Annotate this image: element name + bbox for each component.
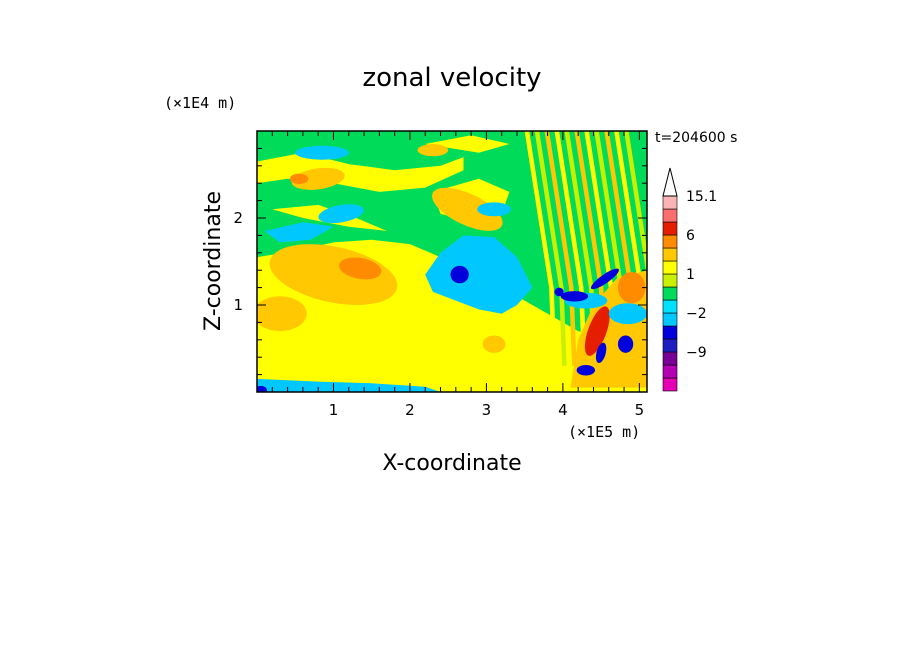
field-contour: [291, 167, 345, 190]
field-contour: [524, 131, 557, 366]
y-tick-label: 1: [233, 296, 243, 314]
field-contour: [257, 152, 464, 192]
field-contour: [417, 144, 449, 157]
field-contour: [450, 265, 469, 284]
x-axis-label: X-coordinate: [382, 451, 521, 476]
field-contour: [477, 202, 511, 217]
field-contour: [560, 291, 589, 302]
field-contour: [425, 135, 510, 153]
colorbar: 15.1 6 1 −2 −9: [662, 167, 717, 392]
field-contour: [534, 131, 567, 366]
colorbar-swatch: [662, 338, 678, 353]
colorbar-tick-label: −9: [686, 345, 707, 361]
x-scale-label: (×1E5 m): [568, 423, 640, 441]
x-tick-label: 4: [558, 401, 568, 419]
colorbar-swatch: [662, 286, 678, 301]
colorbar-tick-label: 15.1: [686, 189, 717, 205]
field-contour: [257, 296, 307, 332]
velocity-field: [257, 131, 647, 392]
colorbar-swatch: [662, 221, 678, 236]
colorbar-swatch: [662, 312, 678, 327]
x-tick-label: 1: [329, 401, 339, 419]
y-axis: 12: [233, 147, 647, 376]
colorbar-swatch: [662, 377, 678, 392]
field-contour: [318, 204, 364, 224]
colorbar-swatch: [662, 260, 678, 275]
field-contour: [482, 335, 506, 353]
colorbar-extend-arrow: [662, 167, 678, 197]
field-contour: [617, 271, 646, 304]
field-contour: [595, 342, 607, 364]
field-contour: [257, 385, 267, 392]
colorbar-swatch: [662, 299, 678, 314]
field-contour: [554, 287, 564, 297]
field-contour: [432, 187, 503, 231]
x-tick-label: 2: [405, 401, 415, 419]
y-axis-label: Z-coordinate: [201, 191, 226, 331]
field-contour: [608, 303, 647, 325]
colorbar-swatch: [662, 351, 678, 366]
field-contour: [425, 235, 533, 314]
field-contour: [339, 257, 382, 280]
x-axis: 1 2 3 4 5: [271, 131, 645, 419]
field-contour: [624, 131, 647, 278]
field-contour: [590, 268, 619, 290]
colorbar-swatch: [662, 247, 678, 262]
colorbar-swatch: [662, 325, 678, 340]
colorbar-tick-label: −2: [686, 306, 707, 322]
plot-frame: [256, 130, 648, 393]
y-tick-label: 2: [233, 209, 243, 227]
field-contour: [576, 365, 596, 376]
time-label: t=204600 s: [655, 130, 737, 146]
field-contour: [584, 306, 610, 356]
colorbar-swatch: [662, 364, 678, 379]
y-scale-label: (×1E4 m): [164, 94, 236, 112]
colorbar-tick-label: 1: [686, 267, 695, 283]
colorbar-swatch: [662, 195, 678, 210]
chart-title: zonal velocity: [362, 63, 541, 93]
colorbar-swatch: [662, 234, 678, 249]
plot-area: [257, 131, 647, 392]
x-tick-label: 5: [635, 401, 645, 419]
colorbar-swatch: [662, 208, 678, 223]
field-contour: [295, 145, 349, 160]
field-contour: [544, 131, 577, 366]
field-contour: [264, 222, 334, 243]
field-contour: [617, 335, 634, 353]
colorbar-swatch: [662, 273, 678, 288]
field-contour: [289, 173, 309, 185]
colorbar-tick-label: 6: [686, 228, 695, 244]
x-tick-label: 3: [482, 401, 492, 419]
